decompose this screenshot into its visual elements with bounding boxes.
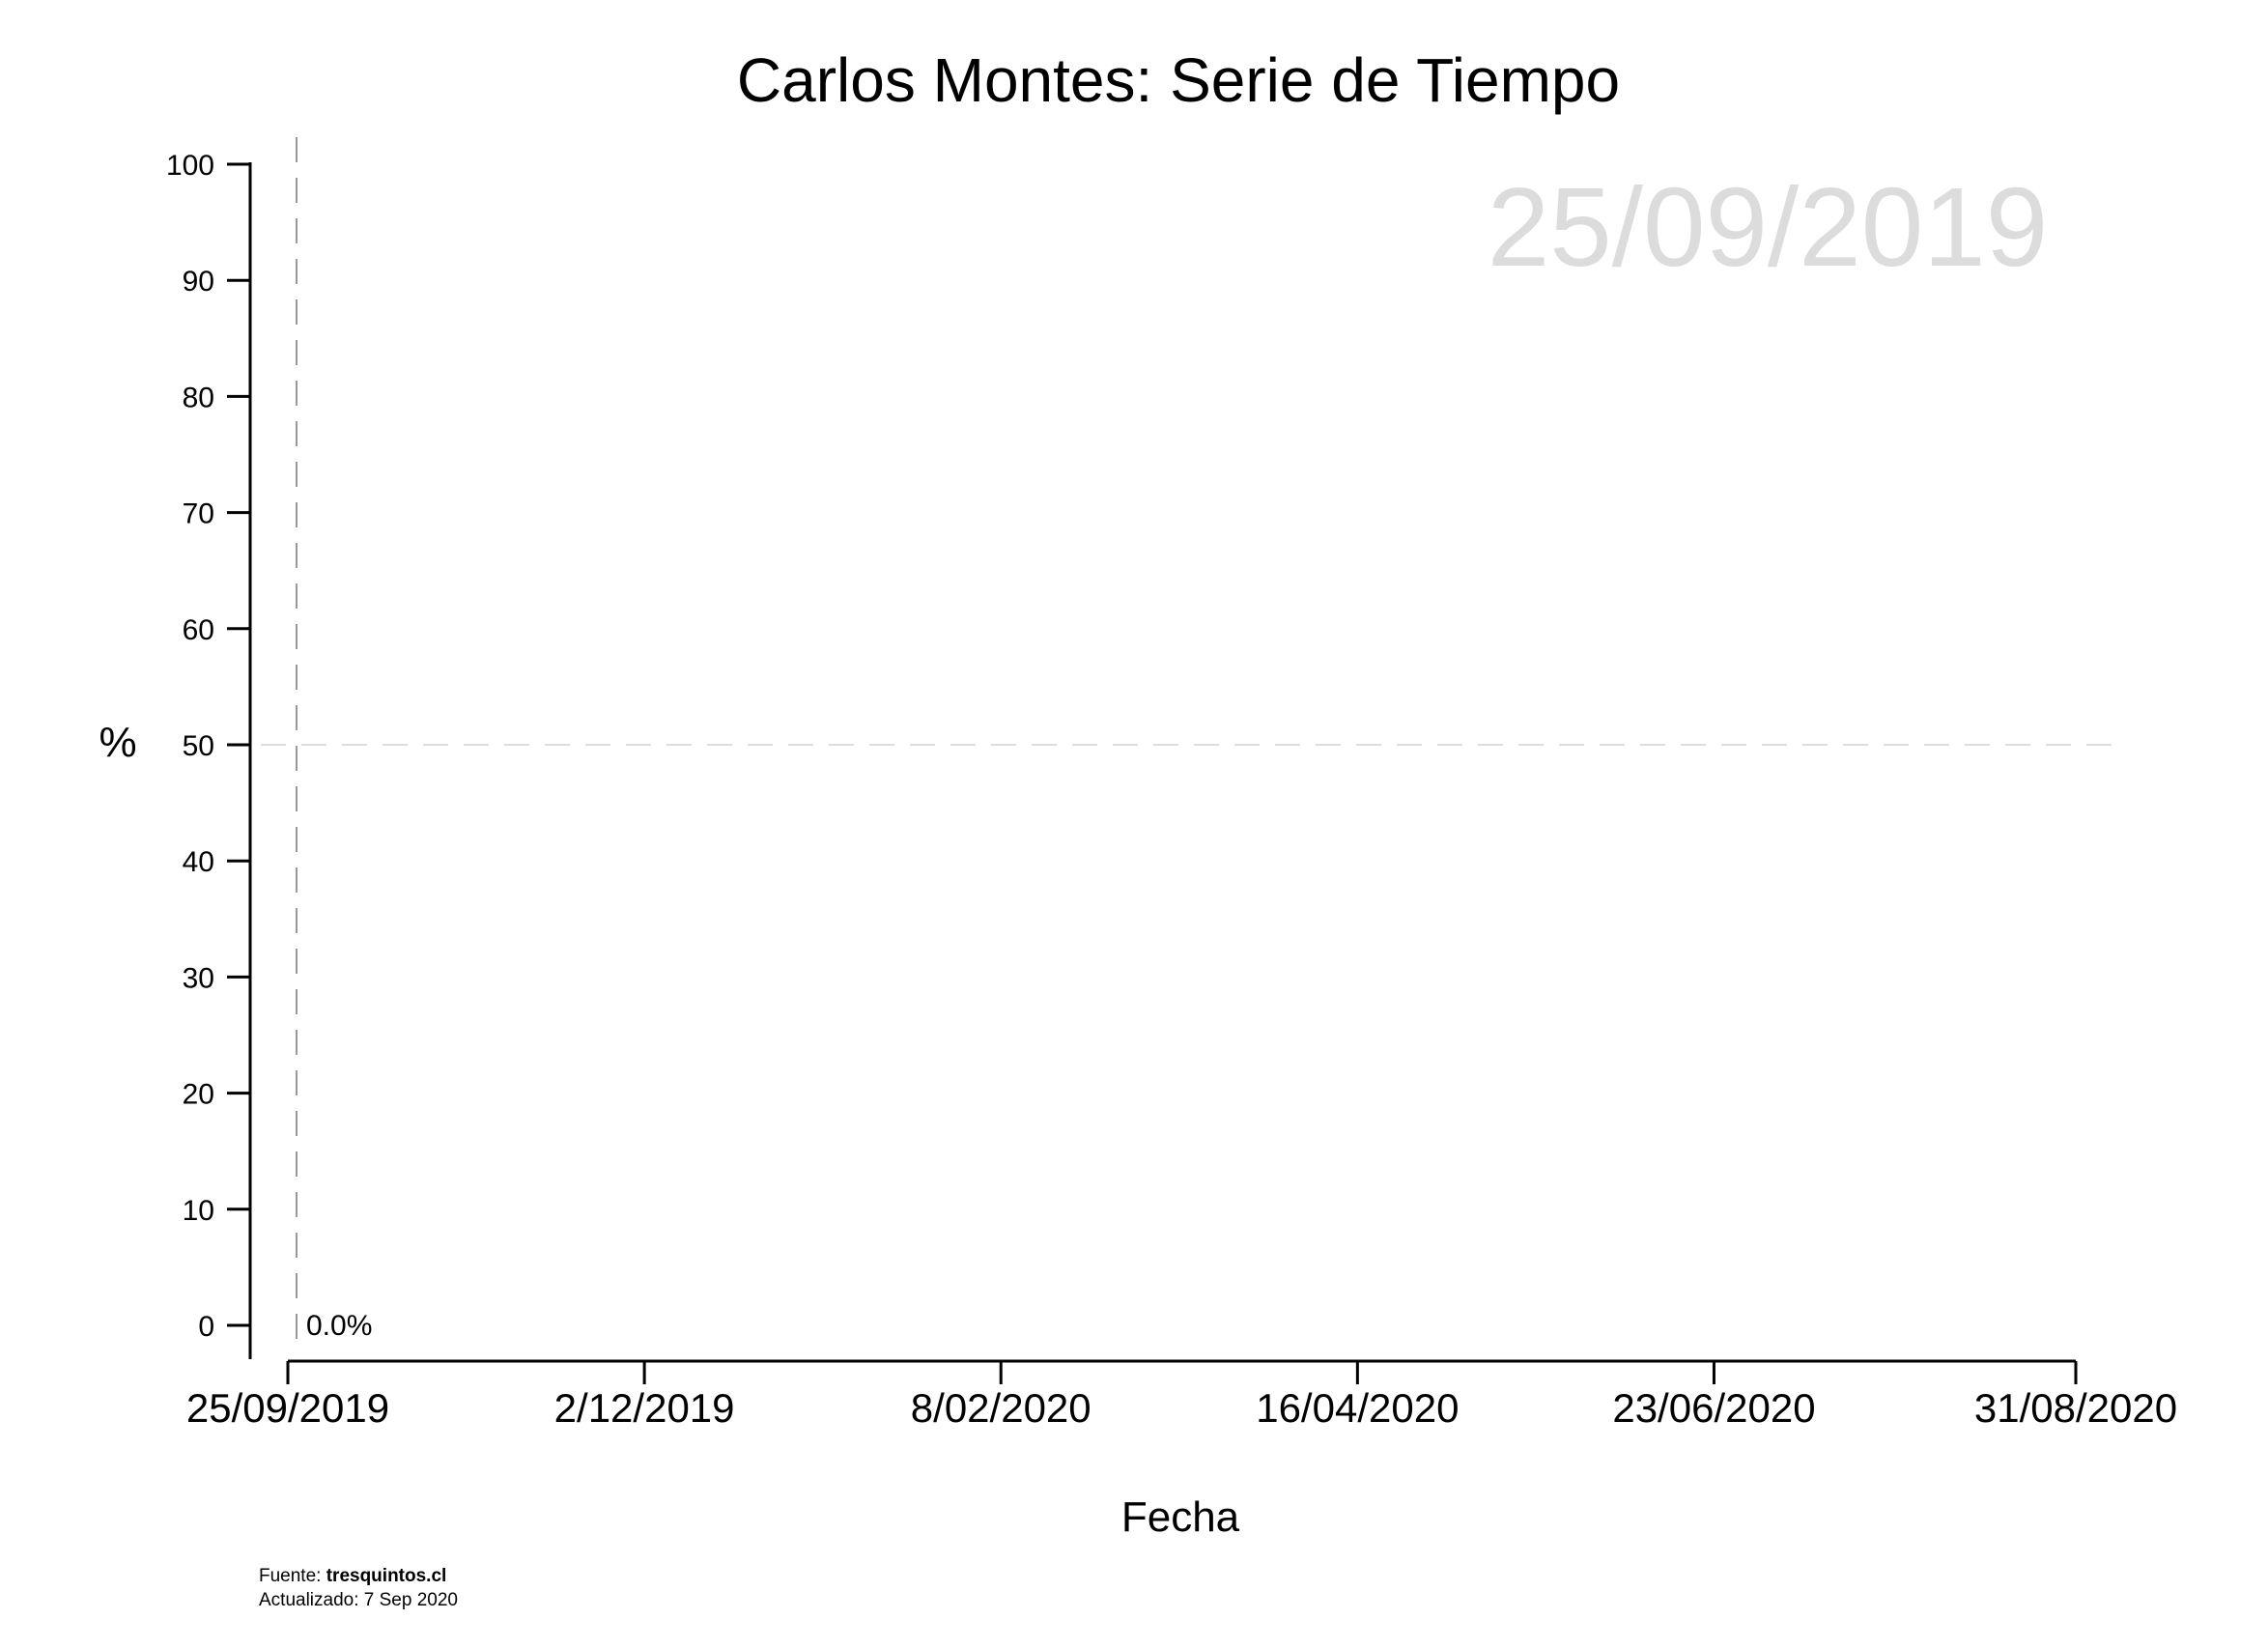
y-tick-label-0: 0 [198, 1311, 214, 1343]
x-tick-label-3: 16/04/2020 [1256, 1385, 1459, 1431]
x-tick-label-0: 25/09/2019 [186, 1385, 389, 1431]
y-tick-label-90: 90 [183, 266, 214, 298]
y-tick-label-100: 100 [166, 150, 214, 182]
y-axis-label: % [99, 719, 136, 766]
x-axis: 25/09/2019 2/12/2019 8/02/2020 16/04/2020 23… [186, 1359, 2177, 1431]
x-tick-label-5: 31/08/2020 [1974, 1385, 2177, 1431]
y-tick-label-30: 30 [183, 962, 214, 994]
source-prefix: Fuente: [259, 1566, 326, 1586]
source-note: Fuente: tresquintos.cl [259, 1566, 446, 1586]
chart-title: Carlos Montes: Serie de Tiempo [737, 45, 1620, 115]
y-tick-label-50: 50 [183, 730, 214, 762]
data-label-0-0: 0.0% [306, 1310, 372, 1342]
series-layer: 0.0% [306, 1310, 372, 1342]
updated-note: Actualizado: 7 Sep 2020 [259, 1590, 458, 1610]
reference-lines [261, 137, 2115, 1350]
x-tick-label-1: 2/12/2019 [554, 1385, 735, 1431]
y-tick-label-20: 20 [183, 1079, 214, 1111]
source-name: tresquintos.cl [326, 1566, 447, 1586]
x-tick-label-4: 23/06/2020 [1612, 1385, 1815, 1431]
date-watermark: 25/09/2019 [1488, 164, 2049, 290]
x-axis-label: Fecha [1121, 1493, 1240, 1541]
y-tick-label-10: 10 [183, 1195, 214, 1227]
y-axis: 0 10 20 30 40 50 60 70 80 90 100 [166, 150, 252, 1359]
x-tick-label-2: 8/02/2020 [911, 1385, 1091, 1431]
y-tick-label-40: 40 [183, 846, 214, 878]
y-tick-label-80: 80 [183, 382, 214, 413]
y-tick-label-60: 60 [183, 614, 214, 646]
y-tick-label-70: 70 [183, 498, 214, 530]
